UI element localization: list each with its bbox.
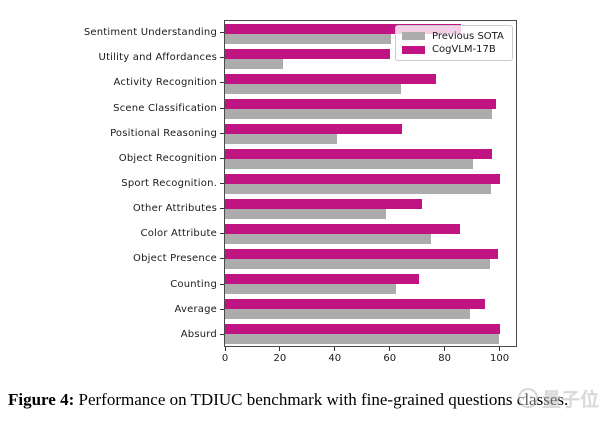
- legend: Previous SOTA CogVLM-17B: [395, 25, 513, 61]
- bar-group: [225, 121, 516, 146]
- x-tick-label: 100: [489, 353, 510, 364]
- bar-group: [225, 221, 516, 246]
- bar-group: [225, 21, 516, 46]
- bar-group: [225, 96, 516, 121]
- bar-cogvlm: [225, 98, 497, 109]
- bar-previous-sota: [225, 133, 337, 144]
- bar-previous-sota: [225, 258, 491, 269]
- x-tick-label: 80: [438, 353, 451, 364]
- category-label: Sentiment Understanding: [83, 27, 217, 39]
- bar-group: [225, 246, 516, 271]
- legend-label-previous-sota: Previous SOTA: [432, 30, 504, 42]
- x-tick-label: 60: [383, 353, 397, 364]
- y-tick-mark: [220, 132, 224, 134]
- bar-previous-sota: [225, 283, 396, 294]
- bar-cogvlm: [225, 323, 500, 334]
- bar-group: [225, 171, 516, 196]
- category-label: Object Presence: [133, 253, 217, 265]
- figure-caption-text: Performance on TDIUC benchmark with fine…: [78, 390, 569, 409]
- bar-group: [225, 46, 516, 71]
- bar-cogvlm: [225, 123, 403, 134]
- bar-previous-sota: [225, 83, 401, 94]
- x-tick-mark: [499, 347, 501, 351]
- plot-rows: [225, 21, 516, 346]
- y-tick-mark: [220, 82, 224, 84]
- bar-group: [225, 146, 516, 171]
- legend-entry-previous-sota: Previous SOTA: [402, 31, 506, 42]
- legend-swatch-cogvlm: [402, 45, 425, 54]
- y-tick-mark: [220, 233, 224, 235]
- bar-cogvlm: [225, 148, 492, 159]
- legend-swatch-previous-sota: [402, 32, 425, 41]
- y-axis-labels: Sentiment Understanding Utility and Affor…: [0, 20, 217, 347]
- bar-group: [225, 321, 516, 346]
- y-tick-mark: [220, 333, 224, 335]
- bar-cogvlm: [225, 173, 500, 184]
- bar-previous-sota: [225, 333, 499, 344]
- bar-previous-sota: [225, 233, 432, 244]
- bar-previous-sota: [225, 108, 492, 119]
- y-tick-mark: [220, 32, 224, 34]
- bar-previous-sota: [225, 208, 386, 219]
- category-label: Color Attribute: [140, 228, 217, 240]
- y-tick-mark: [220, 208, 224, 210]
- bar-group: [225, 296, 516, 321]
- category-label: Scene Classification: [113, 102, 217, 114]
- bar-cogvlm: [225, 73, 437, 84]
- bar-cogvlm: [225, 223, 460, 234]
- y-tick-mark: [220, 157, 224, 159]
- category-label: Sport Recognition.: [121, 178, 217, 190]
- bar-previous-sota: [225, 308, 470, 319]
- bar-previous-sota: [225, 158, 473, 169]
- category-label: Activity Recognition: [113, 77, 217, 89]
- x-axis-ticks: 0 20 40 60 80 100: [221, 347, 516, 371]
- plot-area: [224, 20, 517, 347]
- category-label: Absurd: [180, 328, 217, 340]
- y-tick-mark: [220, 308, 224, 310]
- category-label: Object Recognition: [118, 152, 217, 164]
- x-tick-mark: [279, 347, 281, 351]
- bar-cogvlm: [225, 48, 390, 59]
- bar-cogvlm: [225, 23, 462, 34]
- bar-group: [225, 196, 516, 221]
- y-tick-mark: [220, 258, 224, 260]
- bar-cogvlm: [225, 198, 423, 209]
- x-tick-mark: [444, 347, 446, 351]
- bar-previous-sota: [225, 33, 392, 44]
- legend-entry-cogvlm: CogVLM-17B: [402, 44, 506, 55]
- x-tick-mark: [224, 347, 226, 351]
- bar-previous-sota: [225, 183, 492, 194]
- x-tick-mark: [334, 347, 336, 351]
- x-tick-mark: [389, 347, 391, 351]
- legend-label-cogvlm: CogVLM-17B: [432, 44, 496, 56]
- figure-caption-label: Figure 4:: [8, 390, 75, 409]
- y-tick-mark: [220, 107, 224, 109]
- y-axis-ticks: [220, 20, 224, 347]
- bar-cogvlm: [225, 248, 498, 259]
- bar-cogvlm: [225, 298, 486, 309]
- category-label: Positional Reasoning: [110, 127, 217, 139]
- y-tick-mark: [220, 283, 224, 285]
- bar-group: [225, 271, 516, 296]
- x-tick-label: 20: [273, 353, 287, 364]
- category-label: Counting: [170, 278, 217, 290]
- bar-previous-sota: [225, 58, 284, 69]
- category-label: Other Attributes: [132, 203, 217, 215]
- bar-cogvlm: [225, 273, 419, 284]
- x-tick-label: 40: [328, 353, 342, 364]
- category-label: Average: [174, 303, 217, 315]
- bar-group: [225, 71, 516, 96]
- x-tick-label: 0: [221, 353, 229, 364]
- figure-caption: Figure 4: Performance on TDIUC benchmark…: [8, 390, 596, 410]
- category-label: Utility and Affordances: [98, 52, 217, 64]
- y-tick-mark: [220, 57, 224, 59]
- y-tick-mark: [220, 183, 224, 184]
